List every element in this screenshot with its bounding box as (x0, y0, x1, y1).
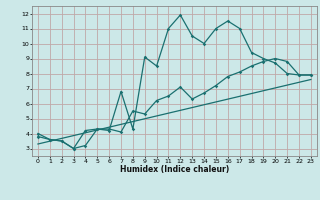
X-axis label: Humidex (Indice chaleur): Humidex (Indice chaleur) (120, 165, 229, 174)
